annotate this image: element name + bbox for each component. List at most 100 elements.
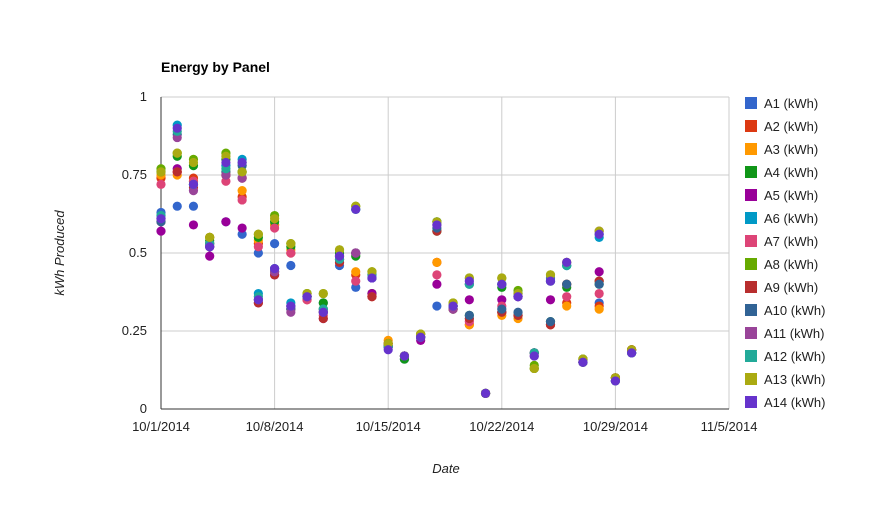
- data-point-a14[interactable]: [416, 332, 426, 342]
- tick-labels: 0 0.25 0.5 0.75 1 10/1/2014 10/8/2014 10/15/201…: [122, 89, 758, 434]
- data-point-a14[interactable]: [253, 295, 263, 305]
- data-point-a1[interactable]: [270, 239, 280, 249]
- data-point-a14[interactable]: [237, 157, 247, 168]
- legend-label: A9 (kWh): [764, 280, 818, 295]
- data-point-a13[interactable]: [270, 214, 280, 224]
- legend-label: A12 (kWh): [764, 349, 825, 364]
- data-point-a13[interactable]: [286, 239, 296, 249]
- data-point-a14[interactable]: [302, 292, 312, 302]
- data-points[interactable]: [156, 120, 637, 398]
- legend-label: A6 (kWh): [764, 211, 818, 226]
- data-point-a10[interactable]: [562, 279, 572, 289]
- data-point-a10[interactable]: [497, 304, 507, 314]
- data-point-a14[interactable]: [432, 220, 442, 230]
- legend-swatch: [745, 396, 757, 408]
- data-point-a3[interactable]: [594, 304, 604, 314]
- data-point-a14[interactable]: [383, 345, 393, 355]
- data-point-a10[interactable]: [464, 310, 474, 320]
- data-point-a13[interactable]: [188, 157, 199, 168]
- data-point-a7[interactable]: [253, 242, 263, 252]
- data-point-a7[interactable]: [237, 195, 247, 205]
- data-point-a7[interactable]: [351, 276, 361, 286]
- data-point-a5[interactable]: [464, 295, 474, 305]
- data-point-a1[interactable]: [286, 260, 296, 271]
- data-point-a14[interactable]: [156, 214, 166, 224]
- data-point-a14[interactable]: [562, 257, 572, 267]
- legend-label: A13 (kWh): [764, 372, 825, 387]
- data-point-a5[interactable]: [237, 223, 247, 233]
- data-point-a13[interactable]: [318, 288, 328, 299]
- x-tick-label: 10/8/2014: [246, 419, 304, 434]
- data-point-a3[interactable]: [562, 301, 572, 311]
- data-point-a14[interactable]: [188, 179, 199, 189]
- data-point-a5[interactable]: [156, 226, 166, 236]
- data-point-a10[interactable]: [545, 317, 556, 327]
- legend-swatch: [745, 373, 757, 385]
- data-point-a3[interactable]: [432, 257, 442, 267]
- data-point-a13[interactable]: [205, 232, 215, 242]
- data-point-a5[interactable]: [432, 279, 442, 289]
- data-point-a14[interactable]: [448, 301, 458, 311]
- data-point-a14[interactable]: [578, 357, 588, 367]
- data-point-a1[interactable]: [432, 301, 442, 311]
- data-point-a14[interactable]: [594, 229, 604, 239]
- legend-swatch: [745, 327, 757, 339]
- data-point-a14[interactable]: [513, 292, 523, 302]
- data-point-a14[interactable]: [480, 388, 491, 398]
- data-point-a7[interactable]: [270, 223, 280, 233]
- data-point-a14[interactable]: [399, 351, 410, 361]
- data-point-a1[interactable]: [172, 201, 182, 211]
- data-point-a13[interactable]: [172, 148, 182, 158]
- legend-swatch: [745, 235, 757, 247]
- data-point-a14[interactable]: [367, 273, 377, 283]
- data-point-a5[interactable]: [545, 295, 556, 305]
- data-point-a5[interactable]: [221, 217, 231, 227]
- data-point-a5[interactable]: [188, 220, 199, 230]
- data-point-a14[interactable]: [610, 376, 621, 386]
- y-tick-label: 0.25: [122, 323, 147, 338]
- data-point-a14[interactable]: [318, 307, 328, 317]
- data-point-a14[interactable]: [497, 279, 507, 289]
- data-point-a14[interactable]: [221, 157, 231, 168]
- legend-swatch: [745, 281, 757, 293]
- data-point-a7[interactable]: [286, 248, 296, 258]
- legend-label: A11 (kWh): [764, 326, 824, 341]
- legend-swatch: [745, 143, 757, 155]
- data-point-a13[interactable]: [237, 167, 247, 177]
- data-point-a14[interactable]: [627, 348, 637, 358]
- data-point-a13[interactable]: [529, 363, 539, 374]
- data-point-a11[interactable]: [351, 248, 361, 258]
- data-point-a14[interactable]: [464, 276, 474, 286]
- y-tick-label: 0.5: [129, 245, 147, 260]
- data-point-a13[interactable]: [253, 229, 263, 239]
- data-point-a7[interactable]: [562, 292, 572, 302]
- data-point-a9[interactable]: [172, 167, 182, 177]
- data-point-a14[interactable]: [286, 301, 296, 311]
- data-point-a5[interactable]: [205, 251, 215, 261]
- data-point-a14[interactable]: [545, 276, 556, 286]
- data-point-a14[interactable]: [529, 351, 539, 361]
- data-point-a7[interactable]: [156, 179, 166, 189]
- x-tick-label: 10/22/2014: [469, 419, 534, 434]
- data-point-a7[interactable]: [594, 288, 604, 299]
- data-point-a14[interactable]: [172, 123, 182, 133]
- data-point-a14[interactable]: [205, 242, 215, 252]
- data-point-a1[interactable]: [188, 201, 199, 211]
- data-point-a14[interactable]: [270, 264, 280, 274]
- data-point-a9[interactable]: [367, 292, 377, 302]
- legend-swatch: [745, 304, 757, 316]
- legend-swatch: [745, 258, 757, 270]
- data-point-a5[interactable]: [594, 267, 604, 277]
- data-point-a10[interactable]: [513, 307, 523, 317]
- legend-label: A14 (kWh): [764, 395, 825, 410]
- legend-swatch: [745, 212, 757, 224]
- data-point-a14[interactable]: [334, 251, 345, 261]
- data-point-a13[interactable]: [156, 167, 166, 177]
- data-point-a10[interactable]: [594, 279, 604, 289]
- data-point-a7[interactable]: [432, 270, 442, 280]
- data-point-a3[interactable]: [351, 267, 361, 277]
- legend-swatch: [745, 350, 757, 362]
- data-point-a3[interactable]: [237, 186, 247, 196]
- data-point-a14[interactable]: [351, 204, 361, 214]
